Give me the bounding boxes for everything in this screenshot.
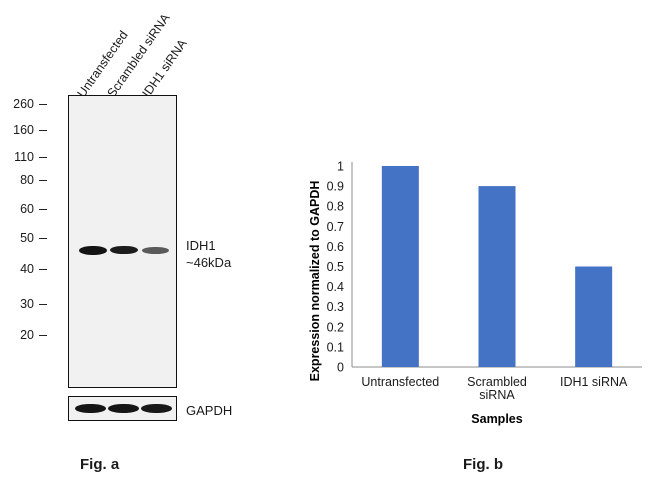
bar-scrambled-sirna — [478, 186, 516, 367]
idh1-blot-image — [68, 95, 177, 388]
mw-tick — [39, 269, 47, 270]
mw-marker-160: 160 — [13, 123, 34, 137]
x-category-label: IDH1 siRNA — [560, 375, 628, 389]
fig-b-label: Fig. b — [463, 456, 503, 473]
mw-marker-80: 80 — [20, 173, 34, 187]
chart-ticks: 0 0.1 0.2 0.3 0.4 0.5 0.6 0.7 0.8 0.9 1 — [327, 160, 344, 375]
mw-tick — [39, 180, 47, 181]
idh1-band-idh1-sirna — [142, 247, 169, 254]
mw-tick — [39, 335, 47, 336]
gapdh-blot-image — [68, 396, 177, 421]
bar-idh1-sirna — [575, 266, 613, 367]
gapdh-label: GAPDH — [186, 403, 233, 418]
mw-marker-260: 260 — [13, 97, 34, 111]
mw-tick — [39, 130, 47, 131]
mw-tick — [39, 104, 47, 105]
x-axis-title: Samples — [471, 412, 522, 426]
y-tick-label: 0.6 — [327, 240, 344, 254]
y-tick-label: 0.2 — [327, 320, 344, 334]
idh1-band-scrambled-sirna — [110, 246, 138, 254]
mw-marker-60: 60 — [20, 202, 34, 216]
y-axis-title: Expression normalized to GAPDH — [308, 181, 322, 382]
mw-tick — [39, 157, 47, 158]
y-tick-label: 0.9 — [327, 180, 344, 194]
y-tick-label: 0.7 — [327, 220, 344, 234]
mw-marker-50: 50 — [20, 231, 34, 245]
mw-marker-40: 40 — [20, 262, 34, 276]
mw-marker-110: 110 — [14, 150, 34, 164]
gapdh-band-idh1-sirna — [141, 404, 172, 413]
x-category-label: Scrambled — [467, 375, 527, 389]
mw-tick — [39, 304, 47, 305]
idh1-band-label: IDH1 ~46kDa — [186, 237, 231, 271]
y-tick-label: 1 — [337, 160, 344, 174]
y-tick-label: 0.5 — [327, 260, 344, 274]
y-tick-label: 0 — [337, 361, 344, 375]
x-category-label: siRNA — [479, 388, 515, 402]
idh1-band-untransfected — [79, 246, 107, 255]
y-tick-label: 0.3 — [327, 300, 344, 314]
x-category-label: Untransfected — [361, 375, 439, 389]
mw-marker-20: 20 — [20, 328, 34, 342]
idh1-label-size: ~46kDa — [186, 255, 232, 270]
mw-marker-30: 30 — [20, 297, 34, 311]
gapdh-band-scrambled-sirna — [108, 404, 139, 413]
y-tick-label: 0.1 — [327, 340, 344, 354]
chart-bars — [381, 166, 613, 367]
bar-untransfected — [381, 166, 419, 367]
y-tick-label: 0.4 — [327, 280, 344, 294]
idh1-label-name: IDH1 — [186, 238, 216, 253]
fig-a-label: Fig. a — [80, 456, 120, 473]
mw-tick — [39, 238, 47, 239]
y-tick-label: 0.8 — [327, 200, 344, 214]
gapdh-band-untransfected — [75, 404, 106, 413]
mw-tick — [39, 209, 47, 210]
